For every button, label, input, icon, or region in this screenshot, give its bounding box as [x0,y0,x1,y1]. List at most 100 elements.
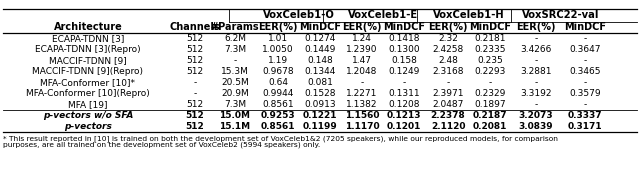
Text: 0.2187: 0.2187 [473,111,508,120]
Text: 1.1382: 1.1382 [346,100,378,109]
Text: ECAPA-TDNN [3]: ECAPA-TDNN [3] [52,34,124,43]
Text: 3.3192: 3.3192 [520,89,552,98]
Text: -: - [584,100,587,109]
Text: 1.1560: 1.1560 [345,111,380,120]
Text: EER(%): EER(%) [516,23,556,33]
Text: 1.2271: 1.2271 [346,89,378,98]
Text: 3.2073: 3.2073 [518,111,554,120]
Text: 3.4266: 3.4266 [520,45,552,54]
Text: 512: 512 [186,67,204,76]
Text: 0.0913: 0.0913 [304,100,336,109]
Text: 0.2329: 0.2329 [474,89,506,98]
Text: 0.235: 0.235 [477,56,503,65]
Text: 0.1449: 0.1449 [304,45,336,54]
Text: MACCIF-TDNN [9](Repro): MACCIF-TDNN [9](Repro) [33,67,143,76]
Text: 0.2335: 0.2335 [474,45,506,54]
Text: -: - [534,56,538,65]
Text: 512: 512 [186,56,204,65]
Text: 0.1418: 0.1418 [388,34,420,43]
Text: MFA-Conformer [10](Repro): MFA-Conformer [10](Repro) [26,89,150,98]
Text: 6.2M: 6.2M [224,34,246,43]
Text: -: - [360,78,364,87]
Text: 512: 512 [186,111,204,120]
Text: 7.3M: 7.3M [224,100,246,109]
Text: 3.0839: 3.0839 [518,122,554,131]
Text: MinDCF: MinDCF [299,23,341,33]
Text: 2.0487: 2.0487 [432,100,464,109]
Text: -: - [534,78,538,87]
Text: 1.47: 1.47 [352,56,372,65]
Text: 2.1120: 2.1120 [431,122,465,131]
Text: VoxCeleb1-E: VoxCeleb1-E [348,10,418,21]
Text: 0.1528: 0.1528 [304,89,336,98]
Text: 15.0M: 15.0M [220,111,250,120]
Text: 2.3168: 2.3168 [432,67,464,76]
Text: 0.3465: 0.3465 [569,67,601,76]
Text: p-vectors: p-vectors [64,122,112,131]
Text: p-vectors w/o SFA: p-vectors w/o SFA [43,111,133,120]
Text: MinDCF: MinDCF [564,23,606,33]
Text: Architecture: Architecture [54,23,122,33]
Text: 2.2378: 2.2378 [431,111,465,120]
Text: 0.8561: 0.8561 [260,122,295,131]
Text: 0.1213: 0.1213 [387,111,421,120]
Text: EER(%): EER(%) [342,23,381,33]
Text: 512: 512 [186,45,204,54]
Text: 0.1208: 0.1208 [388,100,420,109]
Text: 0.9678: 0.9678 [262,67,294,76]
Text: 0.3579: 0.3579 [569,89,601,98]
Text: 2.32: 2.32 [438,34,458,43]
Text: * This result reported in [10] is trained on both the development set of VoxCele: * This result reported in [10] is traine… [3,135,558,142]
Text: 1.01: 1.01 [268,34,288,43]
Text: 0.1199: 0.1199 [303,122,337,131]
Text: 0.3337: 0.3337 [568,111,602,120]
Text: 20.5M: 20.5M [221,78,249,87]
Text: MFA-Conformer [10]*: MFA-Conformer [10]* [40,78,136,87]
Text: 0.1344: 0.1344 [304,67,336,76]
Text: -: - [403,78,406,87]
Text: 1.24: 1.24 [352,34,372,43]
Text: 2.48: 2.48 [438,56,458,65]
Text: 0.1897: 0.1897 [474,100,506,109]
Text: 1.19: 1.19 [268,56,288,65]
Text: Channels: Channels [170,23,220,33]
Text: EER(%): EER(%) [428,23,468,33]
Text: 0.2181: 0.2181 [474,34,506,43]
Text: 0.3171: 0.3171 [568,122,602,131]
Text: EER(%): EER(%) [259,23,298,33]
Text: 0.1221: 0.1221 [303,111,337,120]
Text: VoxSRC22-val: VoxSRC22-val [522,10,599,21]
Text: 0.8561: 0.8561 [262,100,294,109]
Text: VoxCeleb1-O: VoxCeleb1-O [263,10,335,21]
Text: 1.2390: 1.2390 [346,45,378,54]
Text: -: - [584,56,587,65]
Text: 0.1249: 0.1249 [388,67,420,76]
Text: 1.2048: 1.2048 [346,67,378,76]
Text: 3.2881: 3.2881 [520,67,552,76]
Text: 0.158: 0.158 [391,56,417,65]
Text: 0.9944: 0.9944 [262,89,294,98]
Text: 512: 512 [186,122,204,131]
Text: -: - [534,100,538,109]
Text: 7.3M: 7.3M [224,45,246,54]
Text: 2.4258: 2.4258 [433,45,463,54]
Text: -: - [234,56,237,65]
Text: MACCIF-TDNN [9]: MACCIF-TDNN [9] [49,56,127,65]
Text: 0.9253: 0.9253 [260,111,295,120]
Text: 0.1300: 0.1300 [388,45,420,54]
Text: MinDCF: MinDCF [383,23,425,33]
Text: -: - [193,78,196,87]
Text: 0.148: 0.148 [307,56,333,65]
Text: 0.1311: 0.1311 [388,89,420,98]
Text: 0.2081: 0.2081 [473,122,507,131]
Text: 15.1M: 15.1M [220,122,251,131]
Text: 512: 512 [186,100,204,109]
Text: -: - [446,78,450,87]
Text: -: - [488,78,492,87]
Text: 1.1170: 1.1170 [345,122,380,131]
Text: 15.3M: 15.3M [221,67,249,76]
Text: -: - [584,78,587,87]
Text: MFA [19]: MFA [19] [68,100,108,109]
Text: 1.0050: 1.0050 [262,45,294,54]
Text: ECAPA-TDNN [3](Repro): ECAPA-TDNN [3](Repro) [35,45,141,54]
